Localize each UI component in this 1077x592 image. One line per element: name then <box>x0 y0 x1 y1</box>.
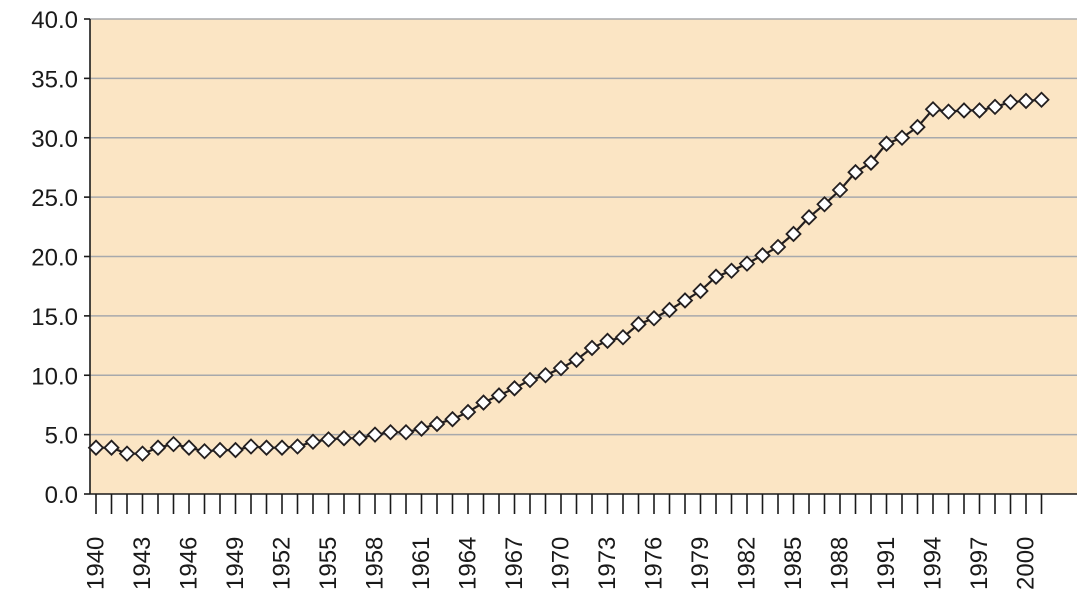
data-point-1940 <box>87 439 105 456</box>
data-point-1974 <box>614 328 632 346</box>
data-point-1946 <box>180 439 198 456</box>
x-tick-label-1997: 1997 <box>966 537 993 590</box>
x-tick-label-1943: 1943 <box>129 537 156 590</box>
data-point-1978 <box>676 292 694 309</box>
y-tick-label-20.0: 20.0 <box>31 245 78 272</box>
data-point-1998 <box>986 98 1004 116</box>
data-point-1975 <box>630 315 647 333</box>
data-point-1969 <box>537 366 554 384</box>
x-tick-label-2000: 2000 <box>1013 537 1040 590</box>
data-point-1960 <box>397 423 415 441</box>
data-point-1971 <box>568 351 585 369</box>
data-point-1966 <box>490 387 508 404</box>
data-point-1962 <box>428 415 446 433</box>
data-point-1953 <box>289 438 306 455</box>
data-point-1965 <box>475 394 492 411</box>
data-point-1988 <box>831 181 849 199</box>
data-point-1986 <box>800 209 818 226</box>
x-tick-label-1988: 1988 <box>827 537 854 590</box>
data-point-1981 <box>723 262 740 280</box>
data-point-1944 <box>149 439 167 456</box>
x-axis-ticks: 1940 1943 1946 1949 1952 1955 1958 1961 1964 1967… <box>83 494 1043 590</box>
x-tick-label-1973: 1973 <box>594 537 621 590</box>
data-point-1958 <box>366 426 384 443</box>
x-tick-label-1970: 1970 <box>548 537 575 590</box>
x-tick-label-1955: 1955 <box>315 537 342 590</box>
x-tick-label-1967: 1967 <box>501 537 528 590</box>
data-point-1989 <box>847 163 864 181</box>
data-point-1996 <box>955 102 973 119</box>
y-tick-label-35.0: 35.0 <box>31 66 78 93</box>
data-point-1991 <box>878 135 895 152</box>
data-point-markers <box>87 91 1050 462</box>
data-point-1947 <box>196 442 213 460</box>
data-point-1995 <box>940 103 957 120</box>
x-tick-label-1976: 1976 <box>641 537 668 590</box>
y-tick-label-15.0: 15.0 <box>31 304 78 331</box>
data-point-1980 <box>707 268 725 285</box>
x-tick-label-1949: 1949 <box>222 537 249 590</box>
x-tick-label-1979: 1979 <box>687 537 714 590</box>
data-point-1957 <box>351 429 368 447</box>
x-tick-label-1958: 1958 <box>362 537 389 590</box>
data-point-1985 <box>785 225 802 243</box>
y-tick-label-40.0: 40.0 <box>31 7 78 34</box>
data-point-1948 <box>211 441 229 459</box>
y-tick-label-10.0: 10.0 <box>31 363 78 390</box>
data-point-1983 <box>754 247 771 264</box>
data-point-1956 <box>335 429 353 447</box>
gridlines <box>90 18 1077 436</box>
x-tick-label-1952: 1952 <box>269 537 296 590</box>
data-point-1967 <box>506 380 523 397</box>
data-point-1959 <box>382 423 399 441</box>
data-point-1984 <box>769 238 787 256</box>
data-point-1950 <box>242 438 260 455</box>
x-tick-label-1991: 1991 <box>873 537 900 590</box>
data-point-1954 <box>304 433 322 451</box>
data-point-1943 <box>134 445 151 462</box>
x-tick-label-1982: 1982 <box>734 537 761 590</box>
data-point-1970 <box>552 359 570 377</box>
data-point-1961 <box>413 420 430 437</box>
x-tick-label-1961: 1961 <box>408 537 435 590</box>
data-point-1976 <box>645 309 663 327</box>
data-point-1999 <box>1002 93 1019 111</box>
x-tick-label-1946: 1946 <box>176 537 203 590</box>
data-point-1987 <box>816 195 833 213</box>
data-point-1972 <box>583 339 601 357</box>
data-point-1997 <box>971 102 988 119</box>
data-point-1963 <box>444 410 461 428</box>
x-tick-label-1940: 1940 <box>83 537 110 590</box>
y-tick-label-25.0: 25.0 <box>31 185 78 212</box>
data-point-1964 <box>459 403 477 421</box>
data-point-1973 <box>599 332 616 350</box>
data-point-2001 <box>1033 91 1050 109</box>
data-point-1977 <box>661 301 678 319</box>
data-point-1949 <box>227 441 244 459</box>
data-point-2000 <box>1017 92 1035 110</box>
data-point-1955 <box>320 431 337 448</box>
data-point-1941 <box>103 439 120 456</box>
data-point-1979 <box>692 282 709 300</box>
data-point-1968 <box>521 371 539 389</box>
data-point-1951 <box>258 439 275 456</box>
data-point-1945 <box>165 435 182 453</box>
y-tick-label-0.0: 0.0 <box>45 482 78 509</box>
y-tick-label-30.0: 30.0 <box>31 126 78 153</box>
y-axis-tick-labels: 0.0 5.0 10.0 15.0 20.0 25.0 30.0 35.0 40.0 <box>31 7 90 509</box>
data-point-1990 <box>862 154 880 171</box>
x-tick-label-1985: 1985 <box>780 537 807 590</box>
data-point-1952 <box>273 439 291 456</box>
data-point-1982 <box>738 255 756 272</box>
data-point-1942 <box>118 445 136 462</box>
data-point-1994 <box>924 100 942 118</box>
y-tick-label-5.0: 5.0 <box>45 423 78 450</box>
x-tick-label-1994: 1994 <box>920 537 947 590</box>
data-point-1993 <box>909 118 926 136</box>
x-tick-label-1964: 1964 <box>455 537 482 590</box>
data-point-1992 <box>893 129 911 147</box>
